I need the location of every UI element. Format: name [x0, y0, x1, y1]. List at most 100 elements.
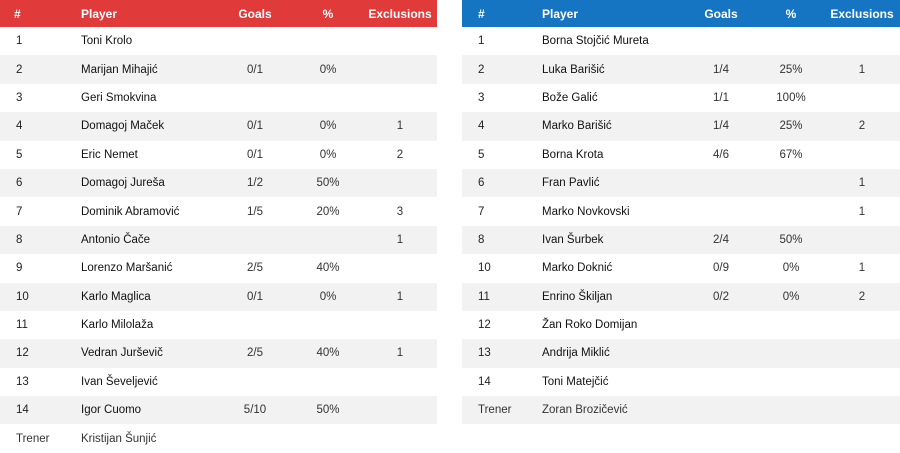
player-goals: 1/4	[713, 63, 729, 76]
player-exclusions: 1	[396, 290, 404, 303]
header-exclusions[interactable]: Exclusions	[368, 6, 432, 21]
player-goals: 1/5	[247, 205, 263, 218]
player-number: 11	[16, 319, 28, 332]
player-row: 6 Domagoj Jureša 1/2 50%	[0, 168, 437, 198]
player-name[interactable]: Marko Novkovski	[542, 205, 630, 218]
player-number: 6	[16, 177, 23, 190]
player-percent: 20%	[316, 205, 340, 218]
player-percent: 50%	[779, 233, 803, 246]
player-row: 13 Ivan Ševeljević	[0, 368, 437, 396]
player-name[interactable]: Karlo Maglica	[81, 290, 151, 303]
player-number: 9	[16, 262, 23, 275]
player-number: 13	[16, 375, 29, 388]
header-percent[interactable]: %	[322, 6, 334, 21]
player-percent: 40%	[316, 347, 340, 360]
player-row: 1 Toni Krolo	[0, 27, 437, 55]
player-name[interactable]: Fran Pavlić	[542, 177, 600, 190]
player-name[interactable]: Domagoj Maček	[81, 120, 165, 133]
player-number: 12	[478, 319, 491, 332]
player-number: 1	[478, 35, 485, 48]
player-number: 10	[16, 290, 29, 303]
header-player[interactable]: Player	[81, 6, 118, 21]
player-row: 5 Eric Nemet 0/1 0% 2	[0, 141, 437, 169]
player-exclusions: 1	[396, 347, 404, 360]
player-row: 7 Dominik Abramović 1/5 20% 3	[0, 197, 437, 225]
player-percent: 50%	[316, 177, 340, 190]
header-number[interactable]: #	[478, 6, 485, 21]
player-name[interactable]: Karlo Milolaža	[81, 319, 154, 332]
player-name[interactable]: Žan Roko Domijan	[542, 319, 638, 332]
right-table-header: # Player Goals % Exclusions	[462, 0, 900, 27]
player-percent: 0%	[782, 290, 800, 303]
player-row: 5 Borna Krota 4/6 67%	[462, 141, 900, 169]
player-row: 2 Marijan Mihajić 0/1 0%	[0, 55, 437, 84]
player-number: 7	[478, 205, 485, 218]
player-number: 10	[478, 262, 491, 275]
player-number: 8	[16, 233, 23, 246]
player-row: 8 Ivan Šurbek 2/4 50%	[462, 225, 900, 255]
player-exclusions: 1	[858, 262, 866, 275]
player-number: 14	[16, 404, 29, 417]
player-name[interactable]: Luka Barišić	[542, 63, 605, 76]
coach-name: Zoran Brozičević	[542, 404, 628, 417]
player-row: 10 Karlo Maglica 0/1 0% 1	[0, 282, 437, 311]
player-percent: 50%	[316, 404, 340, 417]
player-exclusions: 1	[396, 120, 404, 133]
player-goals: 1/1	[713, 91, 729, 104]
player-number: 5	[16, 148, 23, 161]
header-player[interactable]: Player	[542, 6, 579, 21]
player-number: 5	[478, 148, 485, 161]
player-name[interactable]: Borna Krota	[542, 148, 604, 161]
player-percent: 100%	[776, 91, 806, 104]
player-name[interactable]: Antonio Čače	[81, 233, 151, 246]
player-row: 3 Bože Galić 1/1 100%	[462, 84, 900, 112]
player-percent: 0%	[782, 262, 800, 275]
header-goals[interactable]: Goals	[238, 6, 272, 21]
player-exclusions: 2	[858, 290, 866, 303]
header-percent[interactable]: %	[785, 6, 797, 21]
player-exclusions: 1	[858, 177, 866, 190]
player-name[interactable]: Marko Barišić	[542, 120, 612, 133]
player-name[interactable]: Andrija Miklić	[542, 347, 610, 360]
player-name[interactable]: Bože Galić	[542, 91, 598, 104]
coach-row: Trener Zoran Brozičević	[462, 396, 900, 425]
player-name[interactable]: Toni Matejčić	[542, 375, 609, 388]
header-goals[interactable]: Goals	[704, 6, 738, 21]
player-name[interactable]: Borna Stojčić Mureta	[542, 35, 649, 48]
player-name[interactable]: Dominik Abramović	[81, 205, 180, 218]
player-number: 11	[478, 290, 490, 303]
player-percent: 40%	[316, 262, 340, 275]
player-name[interactable]: Enrino Škiljan	[542, 290, 613, 303]
coach-name: Kristijan Šunjić	[81, 432, 157, 445]
header-exclusions[interactable]: Exclusions	[830, 6, 894, 21]
left-team-stats-table: # Player Goals % Exclusions 1 Toni Krolo 2…	[0, 0, 437, 453]
player-goals: 2/5	[247, 262, 263, 275]
player-row: 10 Marko Doknić 0/9 0% 1	[462, 254, 900, 282]
player-number: 3	[478, 91, 485, 104]
player-name[interactable]: Toni Krolo	[81, 35, 133, 48]
player-number: 3	[16, 91, 23, 104]
player-number: 8	[478, 233, 485, 246]
player-name[interactable]: Domagoj Jureša	[81, 177, 165, 190]
player-row: 12 Vedran Jurševič 2/5 40% 1	[0, 339, 437, 368]
player-name[interactable]: Marko Doknić	[542, 262, 613, 275]
player-percent: 0%	[319, 63, 337, 76]
player-number: 2	[16, 63, 23, 76]
player-name[interactable]: Lorenzo Maršanić	[81, 262, 173, 275]
player-goals: 0/1	[247, 148, 263, 161]
player-name[interactable]: Eric Nemet	[81, 148, 138, 161]
player-name[interactable]: Ivan Ševeljević	[81, 375, 158, 388]
player-number: 1	[16, 35, 23, 48]
player-name[interactable]: Ivan Šurbek	[542, 233, 604, 246]
player-name[interactable]: Vedran Jurševič	[81, 347, 163, 360]
coach-label: Trener	[478, 404, 512, 417]
player-name[interactable]: Geri Smokvina	[81, 91, 157, 104]
player-name[interactable]: Marijan Mihajić	[81, 63, 158, 76]
header-number[interactable]: #	[14, 6, 21, 21]
player-percent: 0%	[319, 148, 337, 161]
player-number: 14	[478, 375, 491, 388]
player-row: 8 Antonio Čače 1	[0, 225, 437, 255]
player-name[interactable]: Igor Cuomo	[81, 404, 142, 417]
player-goals: 4/6	[713, 148, 729, 161]
player-row: 2 Luka Barišić 1/4 25% 1	[462, 55, 900, 84]
